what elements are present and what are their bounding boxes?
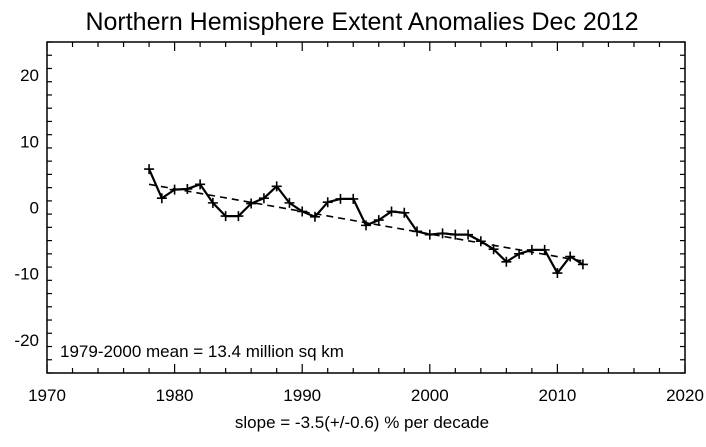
data-point-marker <box>412 226 423 237</box>
data-point-marker <box>373 215 384 226</box>
data-point-marker <box>539 244 550 255</box>
data-point-marker <box>309 211 320 222</box>
plot-frame <box>46 41 686 374</box>
data-point-marker <box>271 181 282 192</box>
data-point-marker <box>322 197 333 208</box>
y-tick-label: 0 <box>30 199 39 218</box>
data-point-marker <box>399 207 410 218</box>
data-point-marker <box>195 179 206 190</box>
data-point-marker <box>386 206 397 217</box>
x-tick-label: 1990 <box>283 386 321 405</box>
x-tick-label: 1980 <box>156 386 194 405</box>
data-point-marker <box>207 197 218 208</box>
x-axis-label: slope = -3.5(+/-0.6) % per decade <box>235 413 489 432</box>
data-point-marker <box>565 251 576 262</box>
data-point-marker <box>424 229 435 240</box>
data-point-marker <box>258 193 269 204</box>
data-point-marker <box>475 236 486 247</box>
x-tick-label: 2020 <box>666 386 704 405</box>
x-tick-label: 2000 <box>411 386 449 405</box>
data-point-marker <box>335 193 346 204</box>
data-point-marker <box>220 211 231 222</box>
y-tick-label: -20 <box>14 331 39 350</box>
data-point-marker <box>501 256 512 267</box>
y-tick-label: -10 <box>14 265 39 284</box>
data-point-marker <box>182 183 193 194</box>
series-layer <box>144 164 588 279</box>
data-point-marker <box>361 220 371 231</box>
data-point-marker <box>246 198 257 209</box>
data-point-marker <box>233 211 244 222</box>
axis-ticks: 1970 1980 1990 2000 2010 2020 -20 -10 0 10 20 <box>14 41 704 405</box>
data-point-marker <box>450 229 461 240</box>
x-tick-label: 1970 <box>28 386 66 405</box>
data-point-marker <box>463 229 474 240</box>
y-tick-label: 10 <box>20 132 39 151</box>
data-point-marker <box>577 259 588 270</box>
data-point-marker <box>526 244 537 255</box>
x-tick-label: 2010 <box>538 386 576 405</box>
data-point-marker <box>156 193 167 204</box>
data-point-marker <box>488 244 499 255</box>
data-point-marker <box>169 184 180 195</box>
data-point-marker <box>552 268 563 279</box>
data-point-marker <box>144 164 155 175</box>
data-point-marker <box>437 228 448 239</box>
data-point-marker <box>514 248 525 259</box>
data-point-marker <box>284 197 295 208</box>
data-point-marker <box>348 193 359 204</box>
chart-title: Northern Hemisphere Extent Anomalies Dec… <box>85 8 638 36</box>
y-tick-label: 20 <box>20 66 39 85</box>
data-point-marker <box>297 206 308 217</box>
mean-annotation: 1979-2000 mean = 13.4 million sq km <box>60 342 344 361</box>
